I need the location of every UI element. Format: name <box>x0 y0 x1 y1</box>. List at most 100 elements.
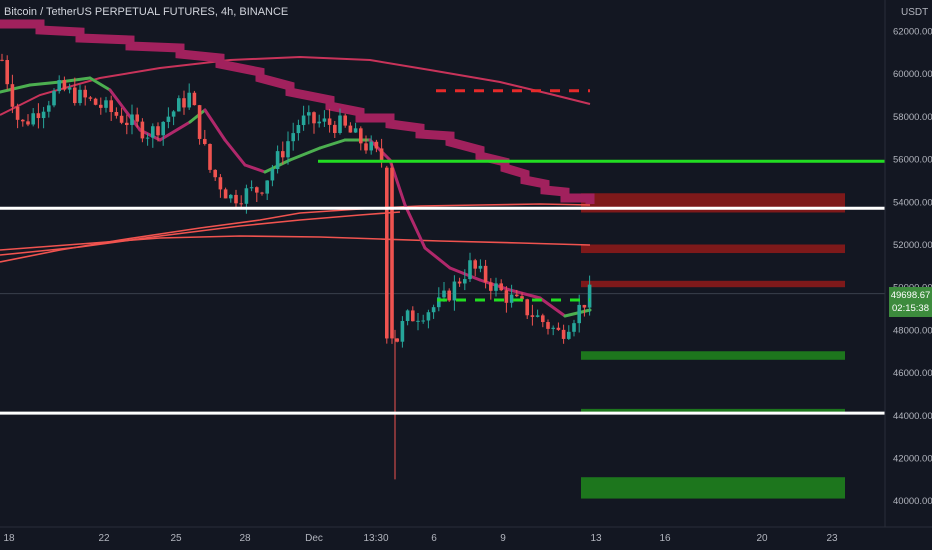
ema-segment <box>423 246 452 270</box>
axis-unit-label[interactable]: USDT <box>901 7 929 18</box>
candle-body <box>213 169 217 178</box>
candle-body <box>208 143 212 170</box>
candle-body <box>239 203 243 205</box>
candle-body <box>229 194 233 199</box>
candle-body <box>135 114 139 122</box>
candle-body <box>359 128 363 144</box>
candle-body <box>515 294 519 297</box>
candle-body <box>327 118 332 125</box>
candle-body <box>260 192 264 194</box>
candle-body <box>582 304 587 308</box>
candle-body <box>62 80 67 90</box>
candle-body <box>333 124 337 133</box>
candles-layer <box>0 53 592 480</box>
candle-body <box>114 112 119 116</box>
x-tick-label: 13:30 <box>363 533 388 544</box>
candle-body <box>587 284 592 308</box>
ema-segment <box>158 120 192 142</box>
ema-segment <box>203 108 227 142</box>
y-tick-label: 54000.00 <box>893 197 932 208</box>
candle-body <box>343 115 347 126</box>
candle-body <box>421 320 425 322</box>
candle-body <box>426 312 431 321</box>
candle-body <box>322 118 327 122</box>
candle-body <box>499 283 503 291</box>
ema-segment <box>243 163 267 174</box>
candle-body <box>26 121 30 125</box>
y-tick-label: 56000.00 <box>893 155 932 166</box>
candle-body <box>541 315 545 323</box>
candle-body <box>109 100 113 113</box>
candle-body <box>338 115 342 133</box>
candle-body <box>15 106 20 120</box>
candle-body <box>182 98 186 108</box>
candle-body <box>400 320 405 342</box>
ema-segment <box>223 138 247 167</box>
moving-averages-layer <box>0 19 595 318</box>
candle-body <box>348 125 353 133</box>
candle-body <box>130 114 134 126</box>
candle-body <box>270 168 275 181</box>
candle-body <box>140 121 145 139</box>
y-tick-label: 60000.00 <box>893 69 932 80</box>
ema-segment <box>508 288 542 300</box>
x-tick-label: Dec <box>305 533 323 544</box>
candle-body <box>442 290 446 298</box>
candle-body <box>0 59 4 61</box>
candle-body <box>36 113 41 119</box>
candle-body <box>145 137 150 139</box>
candle-body <box>489 282 493 291</box>
y-tick-label: 62000.00 <box>893 27 932 38</box>
candle-body <box>520 296 524 300</box>
candle-body <box>364 143 368 151</box>
candle-body <box>535 315 540 317</box>
candle-body <box>10 84 15 107</box>
candle-body <box>31 113 35 125</box>
candle-body <box>156 126 160 136</box>
candle-body <box>572 323 576 332</box>
candle-body <box>223 189 228 199</box>
candle-body <box>187 92 191 108</box>
countdown-value: 02:15:38 <box>892 303 929 314</box>
candle-body <box>567 331 571 339</box>
candle-body <box>457 281 462 284</box>
y-tick-label: 40000.00 <box>893 496 932 507</box>
x-tick-label: 6 <box>431 533 437 544</box>
candle-body <box>494 283 498 291</box>
candle-body <box>281 151 285 158</box>
zones-layer <box>581 193 845 499</box>
candle-body <box>99 104 103 108</box>
support-zone-1 <box>581 351 845 360</box>
ema-segment <box>28 80 62 87</box>
candle-body <box>504 290 509 303</box>
candle-body <box>166 116 171 122</box>
candle-body <box>255 187 259 193</box>
candle-body <box>52 91 56 106</box>
candle-body <box>234 194 238 204</box>
ema-segment <box>538 296 567 318</box>
candle-body <box>57 80 61 92</box>
candle-body <box>203 138 207 144</box>
y-tick-label: 42000.00 <box>893 454 932 465</box>
candle-body <box>177 98 181 112</box>
candle-body <box>249 187 254 189</box>
ema-segment <box>318 138 347 150</box>
candle-body <box>509 294 514 303</box>
orange-ma-3 <box>0 211 401 256</box>
candle-body <box>452 281 457 301</box>
candle-body <box>395 338 399 342</box>
candle-body <box>405 310 410 321</box>
candle-body <box>411 310 415 322</box>
candle-body <box>125 122 129 126</box>
candle-body <box>463 279 467 284</box>
candle-body <box>556 327 561 330</box>
candle-body <box>67 87 72 90</box>
candle-body <box>312 112 316 124</box>
candle-body <box>244 188 249 204</box>
candle-body <box>525 299 529 316</box>
candle-body <box>379 148 384 162</box>
last-price-tag: 49698.67 02:15:38 <box>889 287 932 317</box>
candle-body <box>577 304 581 324</box>
